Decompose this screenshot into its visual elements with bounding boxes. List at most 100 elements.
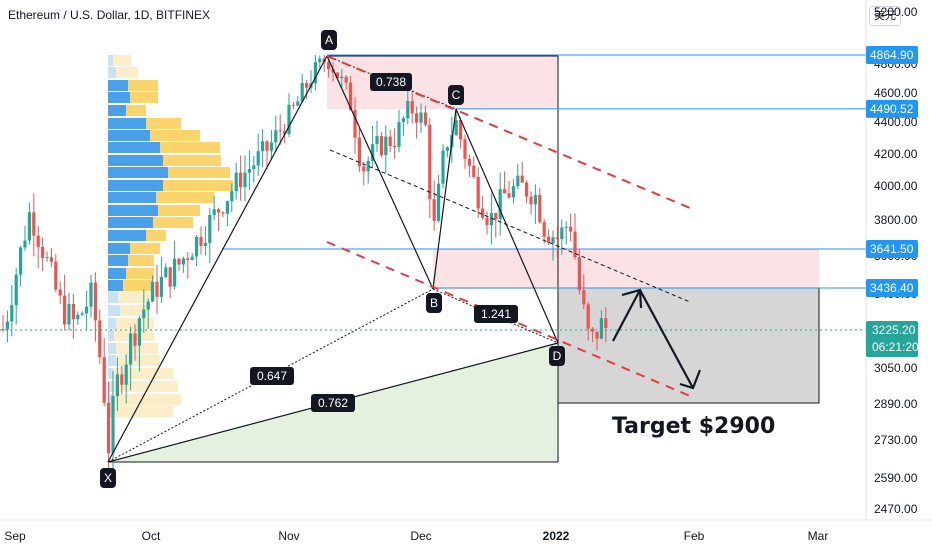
volume-bar-up [108, 394, 113, 405]
candle-body [379, 136, 383, 155]
volume-bar-down [116, 355, 160, 366]
candle-body [217, 209, 221, 213]
leg-bc [432, 108, 457, 290]
candle-body [432, 199, 436, 221]
time-tick-label: Feb [684, 529, 705, 543]
volume-bar-down [118, 292, 153, 303]
price-tick-label: 4000.00 [874, 179, 918, 193]
candle-body [54, 261, 58, 290]
price-tag-label: 4490.52 [870, 102, 914, 116]
volume-bar-down [126, 268, 154, 279]
candle-body [357, 137, 361, 167]
volume-bar-down [158, 205, 200, 216]
volume-bar-down [128, 255, 154, 266]
arrow-down [639, 289, 694, 389]
candle-body [313, 62, 317, 84]
candle-body [489, 212, 493, 226]
candle-body [375, 136, 379, 145]
candle-body [388, 136, 392, 146]
candle-body [485, 217, 489, 226]
candle-body [85, 306, 89, 314]
volume-bar-down [130, 243, 160, 254]
candle-body [23, 240, 27, 248]
zone-mid-red [433, 249, 819, 289]
candle-body [335, 72, 339, 79]
volume-bar-up [108, 217, 153, 228]
candle-body [199, 236, 203, 247]
zone-top-red [327, 56, 558, 109]
candle-body [463, 139, 467, 159]
candle-body [137, 318, 141, 346]
price-tick-label: 4600.00 [874, 86, 918, 100]
candle-body [564, 226, 568, 228]
price-tick-label: 2590.00 [874, 471, 918, 485]
leg-xa [107, 55, 328, 463]
candle-body [366, 160, 370, 172]
candle-body [437, 183, 441, 221]
volume-bar-up [108, 230, 146, 241]
candle-body [10, 305, 14, 322]
volume-bar-up [108, 243, 130, 254]
candle-body [89, 282, 93, 307]
candle-body [278, 130, 282, 132]
volume-bar-down [146, 230, 166, 241]
candle-body [573, 231, 577, 258]
candle-body [58, 289, 62, 296]
candle-body [287, 104, 291, 135]
candle-body [586, 304, 590, 329]
volume-bar-down [116, 67, 138, 78]
point-label-bg [321, 30, 337, 50]
ratio-label-bg [311, 394, 355, 412]
ratio-label-bg [370, 73, 412, 91]
candle-body [305, 82, 309, 88]
candle-body [239, 172, 243, 188]
price-tag-label: 3436.40 [870, 281, 914, 295]
candle-body [208, 215, 212, 243]
time-tick-label: Mar [808, 529, 829, 543]
candle-body [300, 82, 304, 102]
candle-body [230, 191, 234, 202]
candle-body [511, 186, 515, 198]
volume-bar-down [113, 394, 181, 405]
candle-body [595, 331, 599, 339]
candle-body [459, 119, 463, 140]
ratio-label-bd: 1.241 [481, 307, 511, 321]
volume-bar-down [146, 118, 181, 129]
price-tick-label: 2890.00 [874, 397, 918, 411]
volume-bar-down [116, 318, 154, 329]
candle-body [265, 141, 269, 151]
volume-bar-up [108, 130, 150, 141]
candle-body [186, 258, 190, 261]
currency-button[interactable]: 美元 [869, 6, 901, 26]
volume-bar-up [108, 80, 128, 91]
point-label-c: C [452, 88, 461, 102]
volume-bar-up [108, 406, 113, 417]
volume-bar-down [126, 105, 146, 116]
arrow-down-head [679, 369, 702, 390]
candle-body [296, 101, 300, 106]
volume-bar-down [120, 305, 150, 316]
volume-bar-up [108, 55, 113, 66]
candle-body [142, 309, 146, 319]
candle-body [560, 227, 564, 240]
price-axis[interactable]: 5200.00 4800.004600.004400.004200.004000… [865, 0, 919, 520]
candle-body [155, 281, 159, 297]
volume-bar-up [108, 205, 158, 216]
candle-body [503, 189, 507, 194]
target-annotation: Target $2900 [612, 414, 775, 439]
candle-body [269, 142, 273, 151]
candle-body [190, 256, 194, 261]
candle-body [507, 193, 511, 198]
volume-bar-up [108, 255, 128, 266]
volume-bar-up [108, 142, 160, 153]
price-tick-label: 4200.00 [874, 147, 918, 161]
candlesticks [1, 55, 608, 482]
candle-body [397, 122, 401, 147]
candle-body [291, 104, 295, 106]
price-tag-label: 3641.50 [870, 242, 914, 256]
volume-bar-down [168, 167, 230, 178]
candle-body [221, 212, 225, 214]
time-axis[interactable]: Sep Oct Nov Dec 2022 Feb Mar [0, 519, 932, 543]
volume-bar-down [160, 142, 220, 153]
